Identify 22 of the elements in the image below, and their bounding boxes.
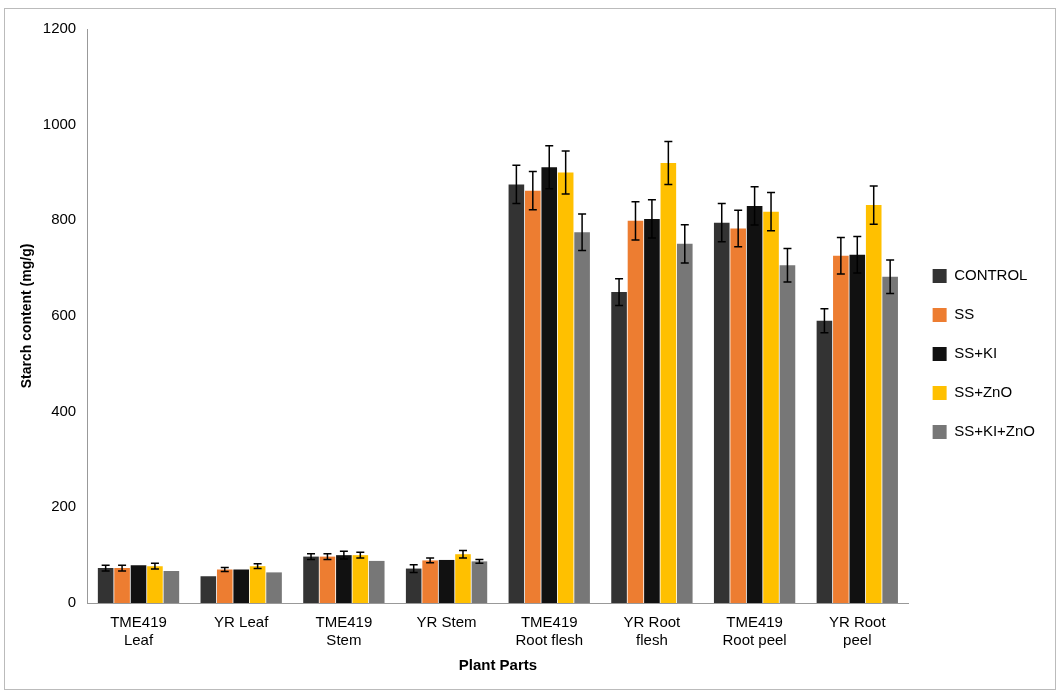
x-tick-label: YR Root flesh xyxy=(623,613,682,649)
legend-label: CONTROL xyxy=(954,266,1028,284)
x-tick-label: YR Leaf xyxy=(214,613,270,631)
legend-label: SS+ZnO xyxy=(954,383,1013,401)
y-tick-label: 1000 xyxy=(42,114,77,132)
y-tick-label: 200 xyxy=(51,497,77,515)
x-tick-label: TME419 Leaf xyxy=(110,613,167,649)
y-tick-label: 400 xyxy=(51,401,77,419)
legend-label: SS xyxy=(954,305,975,323)
y-tick-label: 1200 xyxy=(42,19,77,37)
x-tick-label: YR Stem xyxy=(416,613,477,631)
legend-label: SS+KI+ZnO xyxy=(954,422,1035,440)
legend-label: SS+KI xyxy=(954,344,998,362)
x-axis-title: Plant Parts xyxy=(458,656,538,674)
x-tick-label: YR Root peel xyxy=(828,613,887,649)
y-axis-title: Starch content (mg/g) xyxy=(18,243,35,389)
y-tick-label: 600 xyxy=(51,306,77,324)
y-tick-label: 800 xyxy=(51,210,77,228)
x-tick-label: TME419 Root peel xyxy=(722,613,787,649)
x-tick-label: TME419 Root flesh xyxy=(515,613,584,649)
y-tick-label: 0 xyxy=(67,593,77,611)
x-tick-label: TME419 Stem xyxy=(315,613,373,649)
